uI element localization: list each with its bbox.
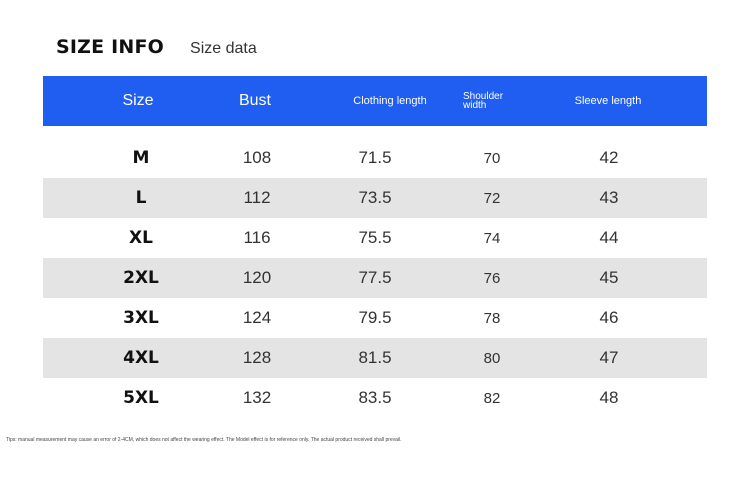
- cell-shoulder-width: 80: [483, 349, 501, 367]
- cell-bust: 112: [243, 188, 271, 207]
- cell-size: M: [132, 148, 150, 168]
- cell-bust: 132: [242, 388, 272, 407]
- cell-clothing-length: 71.5: [358, 148, 392, 167]
- cell-bust: 120: [242, 268, 272, 287]
- cell-size: 3XL: [123, 308, 159, 328]
- cell-size: L: [135, 188, 147, 208]
- table-row: 2XL 120 77.5 76 45: [43, 258, 707, 298]
- table-row: M 108 71.5 70 42: [43, 138, 707, 178]
- cell-bust: 108: [242, 148, 272, 167]
- header-shoulder-line1: Shoulder: [463, 91, 504, 102]
- cell-sleeve-length: 42: [599, 148, 619, 167]
- cell-clothing-length: 75.5: [358, 228, 392, 247]
- size-table: Size Bust Clothing length Shoulder width…: [43, 76, 707, 418]
- page-title: SIZE INFO: [56, 36, 165, 58]
- cell-bust: 128: [242, 348, 272, 367]
- cell-clothing-length: 79.5: [358, 308, 392, 327]
- cell-shoulder-width: 76: [483, 269, 501, 287]
- cell-clothing-length: 81.5: [358, 348, 392, 367]
- header-bust: Bust: [238, 92, 271, 109]
- cell-shoulder-width: 70: [483, 149, 501, 167]
- tips-note: Tips: manual measurement may cause an er…: [6, 437, 402, 443]
- title-row: SIZE INFO Size data: [56, 36, 257, 58]
- cell-shoulder-width: 82: [483, 389, 501, 407]
- cell-shoulder-width: 78: [483, 309, 501, 327]
- cell-clothing-length: 73.5: [358, 188, 392, 207]
- cell-bust: 116: [243, 228, 271, 247]
- table-row: 5XL 132 83.5 82 48: [43, 378, 707, 418]
- cell-shoulder-width: 74: [483, 229, 501, 247]
- header-shoulder-width: Shoulder width: [463, 76, 523, 126]
- cell-size: 2XL: [123, 268, 159, 288]
- cell-sleeve-length: 48: [599, 388, 619, 407]
- table-body: M 108 71.5 70 42 L 112 73.5 72 43 XL 116…: [43, 138, 707, 418]
- table-row: XL 116 75.5 74 44: [43, 218, 707, 258]
- cell-sleeve-length: 43: [599, 188, 619, 207]
- cell-sleeve-length: 45: [599, 268, 619, 287]
- cell-clothing-length: 83.5: [358, 388, 392, 407]
- header-clothing-length: Clothing length: [353, 95, 427, 107]
- page-subtitle: Size data: [190, 40, 257, 57]
- header-shoulder-line2: width: [463, 100, 487, 111]
- cell-sleeve-length: 47: [599, 348, 619, 367]
- cell-sleeve-length: 44: [599, 228, 619, 247]
- cell-size: 4XL: [123, 348, 159, 368]
- cell-shoulder-width: 72: [483, 189, 501, 207]
- table-row: 3XL 124 79.5 78 46: [43, 298, 707, 338]
- cell-size: XL: [129, 228, 153, 248]
- table-row: L 112 73.5 72 43: [43, 178, 707, 218]
- header-sleeve-length: Sleeve length: [574, 95, 642, 107]
- header-size: Size: [122, 92, 154, 109]
- table-row: 4XL 128 81.5 80 47: [43, 338, 707, 378]
- cell-size: 5XL: [123, 388, 159, 408]
- cell-bust: 124: [242, 308, 272, 327]
- cell-clothing-length: 77.5: [358, 268, 392, 287]
- cell-sleeve-length: 46: [599, 308, 619, 327]
- table-header: Size Bust Clothing length Shoulder width…: [43, 76, 707, 126]
